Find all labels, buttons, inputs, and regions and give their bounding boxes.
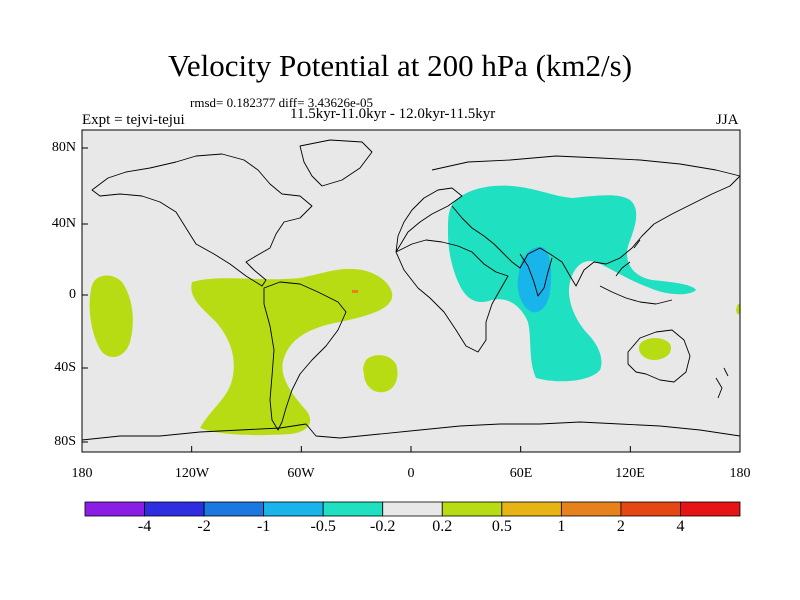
positive-region-south-america xyxy=(191,268,393,436)
colorbar-swatch xyxy=(441,501,503,517)
coast-antarctica xyxy=(81,421,741,441)
positive-region-central-pacific xyxy=(89,275,133,357)
lon-label: 180 xyxy=(71,466,93,481)
colorbar-label: -1 xyxy=(256,518,271,535)
colorbar-swatch xyxy=(84,501,145,517)
colorbar-swatch xyxy=(560,501,622,517)
lon-label: 120W xyxy=(174,466,210,481)
colorbar-label: -4 xyxy=(137,518,152,535)
coast-europe-africa xyxy=(395,187,509,353)
lat-label: 80N xyxy=(51,140,76,155)
colorbar-swatch xyxy=(382,501,443,517)
coast-new-zealand xyxy=(715,367,729,399)
colorbar-label: 2 xyxy=(616,518,625,535)
lat-label: 0 xyxy=(69,287,76,302)
colorbar-label: 1 xyxy=(557,518,566,535)
positive-anomaly-regions xyxy=(89,268,741,436)
coast-south-america xyxy=(263,281,347,431)
colorbar-label: 0.5 xyxy=(491,518,512,535)
colorbar xyxy=(84,501,741,517)
positive-region-australia xyxy=(638,338,672,360)
coastlines xyxy=(81,139,741,441)
season-label: JJA xyxy=(716,112,739,128)
axis-ticks xyxy=(81,147,741,452)
coast-australia xyxy=(627,329,691,383)
lon-label: 60E xyxy=(509,466,533,481)
coast-greenland xyxy=(299,139,373,187)
negative-region-asia-indian-ocean xyxy=(448,185,696,382)
colorbar-label: -0.5 xyxy=(310,518,336,535)
lat-label: 80S xyxy=(54,434,76,449)
coast-eurasia xyxy=(431,155,741,287)
colorbar-swatch xyxy=(501,501,562,517)
stats-label: rmsd= 0.182377 diff= 3.43626e-05 xyxy=(190,95,374,110)
coast-southeast-asia-islands xyxy=(599,239,673,305)
colorbar-swatch xyxy=(680,501,741,517)
experiment-label: Expt = tejvi-tejui xyxy=(82,112,185,128)
plot-title: Velocity Potential at 200 hPa (km2/s) xyxy=(167,48,633,83)
colorbar-label: -2 xyxy=(197,518,211,535)
colorbar-label: 0.2 xyxy=(432,518,453,535)
lon-label: 60W xyxy=(287,466,315,481)
coast-india xyxy=(519,253,553,297)
negative-anomaly-regions xyxy=(448,185,696,382)
colorbar-swatch xyxy=(203,501,265,517)
lon-label: 0 xyxy=(407,466,415,481)
lon-label: 180 xyxy=(729,466,751,481)
strong-positive-spot xyxy=(352,290,358,293)
map-background xyxy=(82,130,740,452)
lon-label: 120E xyxy=(615,466,645,481)
colorbar-label: 4 xyxy=(676,518,685,535)
colorbar-label: -0.2 xyxy=(370,518,396,535)
positive-region-dateline-edge xyxy=(736,303,741,315)
colorbar-swatch xyxy=(263,501,324,517)
strong-positive-anomaly xyxy=(352,290,358,293)
lat-label: 40S xyxy=(54,360,76,375)
colorbar-swatch xyxy=(322,501,384,517)
colorbar-swatch xyxy=(620,501,681,517)
period-label: 11.5kyr-11.0kyr - 12.0kyr-11.5kyr xyxy=(290,106,496,122)
coast-north-america xyxy=(91,153,313,287)
positive-region-south-atlantic xyxy=(363,355,398,393)
lat-label: 40N xyxy=(51,216,76,231)
colorbar-swatch xyxy=(144,501,205,517)
